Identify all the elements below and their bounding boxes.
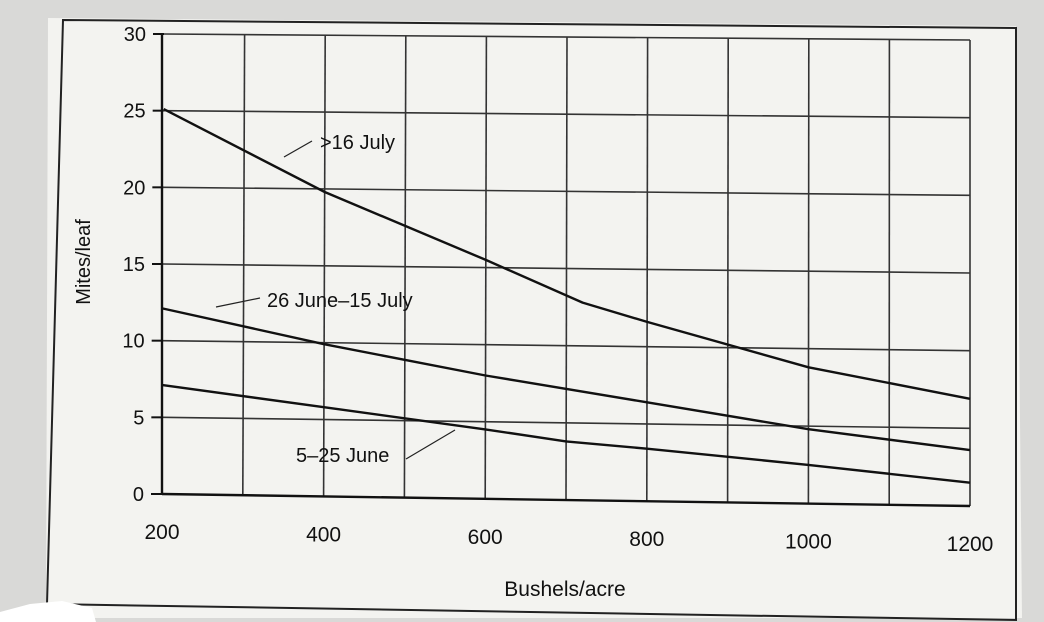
series-line — [162, 307, 971, 452]
tick-labels: 200 400 600 800 1000 1200 0 5 10 15 20 25 30 — [122, 24, 993, 556]
y-tick-label: 5 — [133, 407, 144, 429]
figure-frame — [45, 18, 1017, 622]
y-tick-label: 10 — [122, 331, 144, 353]
y-axis-label: Mites/leaf — [73, 219, 95, 305]
grid — [162, 33, 971, 506]
gridline-horizontal — [163, 109, 971, 119]
x-axis-label: Bushels/acre — [504, 578, 625, 601]
series-label: 26 June–15 July — [267, 290, 413, 312]
series-line — [162, 383, 971, 484]
y-tick-label: 20 — [123, 177, 145, 199]
x-axis-line — [161, 492, 971, 508]
series-lines — [162, 108, 971, 484]
paper-sheet — [46, 18, 1022, 618]
gridline-horizontal — [163, 186, 971, 197]
series-label: 5–25 June — [296, 445, 389, 467]
series-label: >16 July — [320, 132, 395, 154]
series-line — [163, 108, 971, 400]
series-label-leaders — [215, 140, 456, 460]
x-tick-label: 1000 — [785, 531, 832, 554]
x-tick-label: 1200 — [947, 533, 994, 556]
leader-line — [283, 140, 313, 158]
x-tick-label: 800 — [629, 528, 664, 551]
series-labels: >16 July 26 June–15 July 5–25 June — [267, 132, 413, 467]
gridline-horizontal — [162, 263, 971, 274]
y-tick-label: 30 — [124, 24, 146, 46]
gridline-horizontal — [162, 339, 971, 352]
leader-line — [215, 297, 261, 308]
x-tick-label: 400 — [306, 523, 341, 546]
gridline-horizontal — [162, 416, 971, 430]
x-tick-label: 600 — [468, 526, 503, 549]
leader-line — [405, 429, 456, 460]
y-tick-label: 15 — [123, 254, 145, 276]
y-tick-label: 25 — [123, 101, 145, 123]
x-tick-label: 200 — [144, 521, 179, 544]
gridline-horizontal — [163, 33, 971, 41]
y-tick-label: 0 — [133, 484, 144, 506]
paper-tear — [0, 601, 96, 622]
